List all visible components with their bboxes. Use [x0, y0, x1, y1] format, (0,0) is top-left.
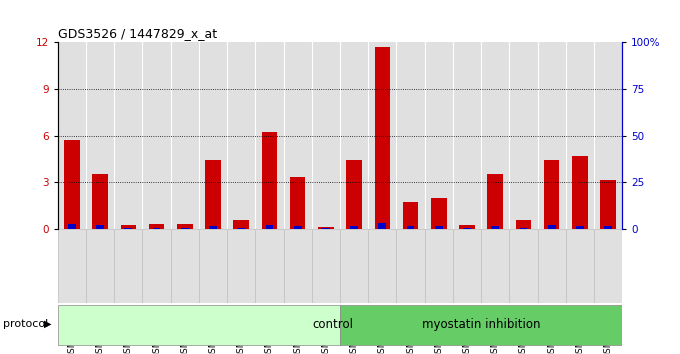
Bar	[284, 42, 312, 229]
Bar	[114, 42, 143, 229]
Bar	[149, 224, 165, 229]
Text: GDS3526 / 1447829_x_at: GDS3526 / 1447829_x_at	[58, 27, 217, 40]
Bar	[120, 225, 136, 229]
Bar	[262, 132, 277, 229]
Bar	[515, 220, 531, 229]
Bar	[199, 229, 227, 303]
Text: myostatin inhibition: myostatin inhibition	[422, 319, 541, 331]
Bar	[86, 229, 114, 303]
Bar	[143, 42, 171, 229]
Bar	[177, 224, 192, 229]
Bar	[114, 229, 143, 303]
Bar	[86, 42, 114, 229]
Bar	[435, 226, 443, 229]
Bar	[284, 229, 312, 303]
Bar	[379, 223, 386, 229]
Bar	[369, 42, 396, 229]
Bar	[600, 181, 616, 229]
Bar	[576, 226, 583, 229]
Bar	[548, 225, 556, 229]
Bar	[58, 305, 340, 345]
Bar	[538, 229, 566, 303]
Bar	[396, 229, 425, 303]
Bar	[605, 226, 612, 229]
Bar	[369, 229, 396, 303]
Bar	[509, 229, 538, 303]
Bar	[312, 42, 340, 229]
Bar	[58, 229, 86, 303]
Bar	[425, 229, 453, 303]
Text: ▶: ▶	[44, 319, 51, 329]
Bar	[350, 226, 358, 229]
Bar	[171, 229, 199, 303]
Bar	[171, 42, 199, 229]
Bar	[64, 140, 80, 229]
Bar	[143, 229, 171, 303]
Bar	[566, 229, 594, 303]
Bar	[572, 156, 588, 229]
Bar	[453, 229, 481, 303]
Bar	[68, 224, 75, 229]
Bar	[256, 42, 284, 229]
Bar	[431, 198, 447, 229]
Bar	[492, 226, 499, 229]
Bar	[459, 225, 475, 229]
Bar	[294, 226, 301, 229]
Bar	[538, 42, 566, 229]
Bar	[205, 160, 221, 229]
Bar	[199, 42, 227, 229]
Bar	[594, 229, 622, 303]
Bar	[453, 42, 481, 229]
Bar	[594, 42, 622, 229]
Bar	[481, 229, 509, 303]
Bar	[425, 42, 453, 229]
Bar	[227, 42, 256, 229]
Bar	[340, 229, 369, 303]
Bar	[346, 160, 362, 229]
Bar	[312, 229, 340, 303]
Bar	[340, 305, 622, 345]
Bar	[209, 226, 217, 229]
Bar	[403, 202, 418, 229]
Bar	[290, 177, 305, 229]
Bar	[566, 42, 594, 229]
Bar	[227, 229, 256, 303]
Bar	[266, 225, 273, 229]
Bar	[407, 226, 414, 229]
Bar	[340, 42, 369, 229]
Bar	[92, 174, 108, 229]
Bar	[233, 220, 249, 229]
Bar	[237, 228, 245, 229]
Bar	[481, 42, 509, 229]
Bar	[544, 160, 560, 229]
Bar	[488, 174, 503, 229]
Bar	[97, 225, 104, 229]
Text: protocol: protocol	[3, 319, 49, 329]
Bar	[256, 229, 284, 303]
Text: control: control	[312, 319, 354, 331]
Bar	[318, 227, 334, 229]
Bar	[396, 42, 425, 229]
Bar	[509, 42, 538, 229]
Bar	[375, 47, 390, 229]
Bar	[58, 42, 86, 229]
